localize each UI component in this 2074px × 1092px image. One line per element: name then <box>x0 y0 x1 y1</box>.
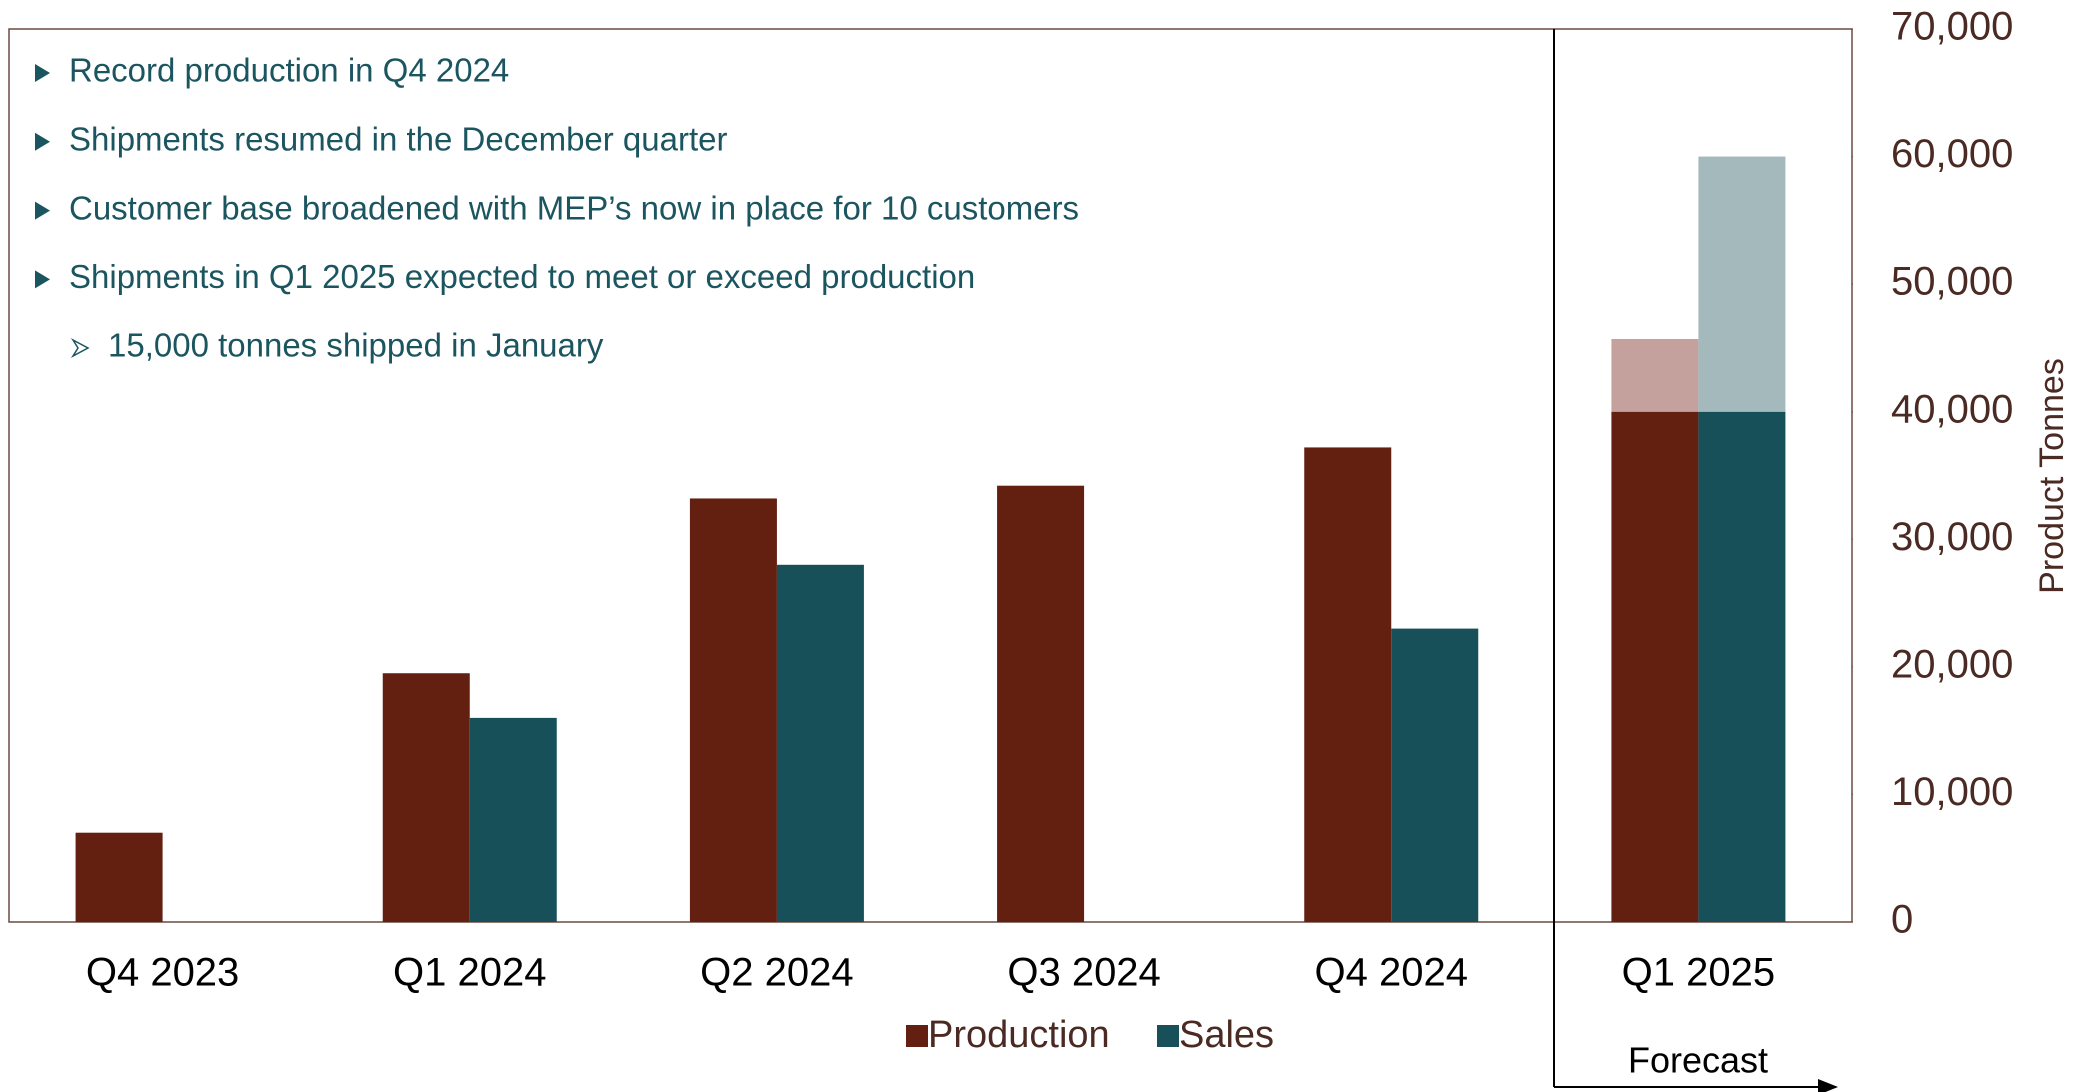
x-tick-label: Q1 2024 <box>393 951 546 995</box>
bar <box>469 717 557 922</box>
note: Shipments in Q1 2025 expected to meet or… <box>69 258 975 295</box>
x-tick-label: Q2 2024 <box>700 951 853 995</box>
note: Record production in Q4 2024 <box>69 52 509 89</box>
x-tick-label: Q4 2023 <box>86 951 239 995</box>
x-tick-label: Q1 2025 <box>1622 951 1775 995</box>
y-tick-label: 50,000 <box>1891 260 2013 304</box>
sub-note: 15,000 tonnes shipped in January <box>108 327 604 364</box>
forecast-bar <box>1698 156 1786 412</box>
forecast-label: Forecast <box>1628 1040 1768 1081</box>
x-tick-label: Q3 2024 <box>1007 951 1160 995</box>
legend-label: Production <box>928 1014 1110 1056</box>
y-tick-label: 40,000 <box>1891 387 2013 431</box>
y-tick-label: 60,000 <box>1891 132 2013 176</box>
bar <box>776 564 864 922</box>
plot-frame <box>8 28 1853 923</box>
bar <box>997 485 1085 922</box>
bullet <box>35 270 50 289</box>
forecast-bar <box>1611 338 1699 412</box>
x-tick-label: Q4 2024 <box>1315 951 1468 995</box>
bullet <box>35 201 50 220</box>
bar <box>1611 411 1699 922</box>
bullet <box>35 64 50 82</box>
y-tick-label: 10,000 <box>1891 770 2013 814</box>
bar <box>1698 411 1786 922</box>
bar <box>1391 628 1479 922</box>
bar <box>75 832 163 922</box>
legend-swatch <box>1157 1025 1179 1047</box>
y-tick-label: 20,000 <box>1891 642 2013 686</box>
bar <box>1304 447 1392 922</box>
bar <box>689 498 777 922</box>
legend-swatch <box>906 1025 928 1047</box>
note: Customer base broadened with MEP’s now i… <box>69 189 1079 226</box>
legend-label: Sales <box>1179 1014 1274 1056</box>
y-tick-label: 70,000 <box>1891 5 2013 49</box>
y-tick-label: 0 <box>1891 898 1913 942</box>
note: Shipments resumed in the December quarte… <box>69 121 728 158</box>
sub-bullet <box>70 338 90 358</box>
y-tick-label: 30,000 <box>1891 515 2013 559</box>
y-axis-label: Product Tonnes <box>2033 358 2071 594</box>
bar <box>382 673 470 922</box>
bullet <box>35 132 50 151</box>
